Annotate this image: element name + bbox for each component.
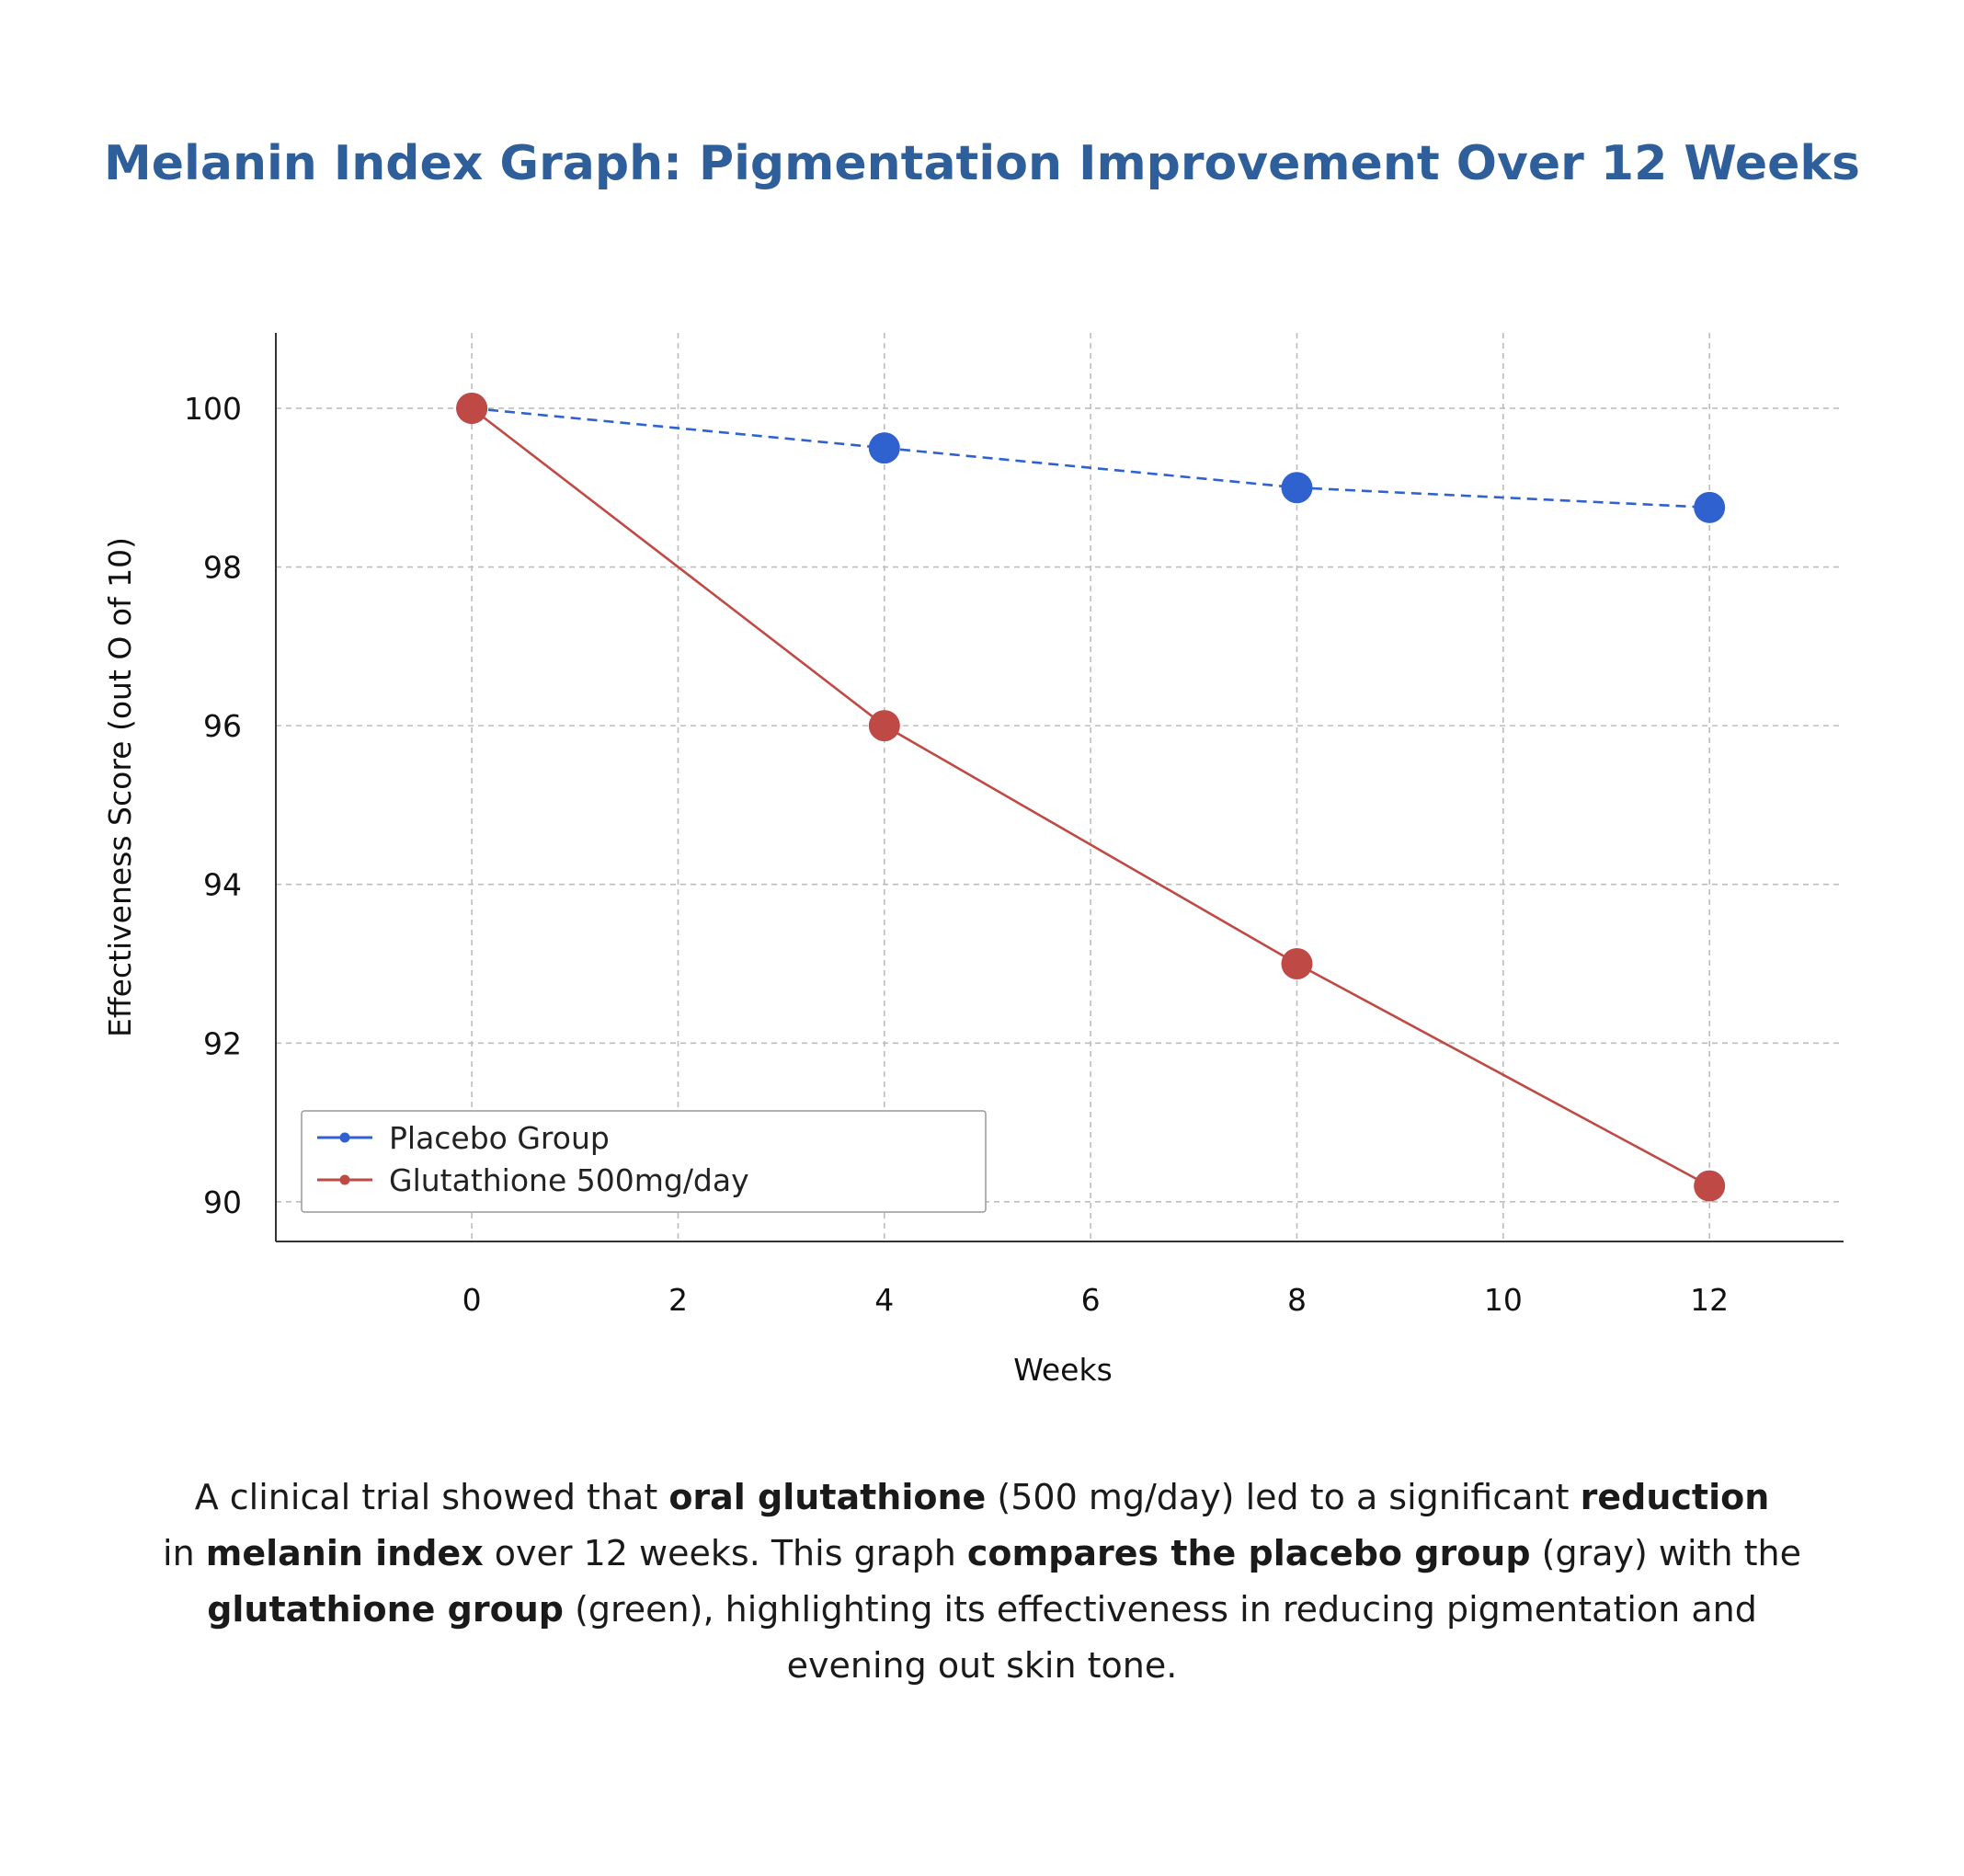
- caption-text: over 12 weeks. This graph: [483, 1533, 967, 1573]
- y-axis-label: Effectiveness Score (out O of 10): [102, 537, 138, 1037]
- caption-line-4: evening out skin tone.: [156, 1638, 1808, 1694]
- axes: [275, 333, 1844, 1242]
- legend-marker: [339, 1174, 350, 1185]
- data-point-glutathione: [456, 392, 488, 424]
- x-tick-label: 2: [668, 1282, 688, 1318]
- legend: Placebo Group Glutathione 500mg/day: [301, 1110, 987, 1213]
- series-line-glutathione: [471, 406, 1710, 1187]
- y-tick-label: 90: [203, 1184, 242, 1220]
- y-tick-labels: 90 92 94 96 98 100: [184, 391, 242, 1220]
- y-tick-label: 94: [203, 867, 242, 903]
- legend-marker: [339, 1132, 350, 1143]
- legend-label: Glutathione 500mg/day: [389, 1162, 749, 1198]
- caption-text: (500 mg/day) led to a significant: [986, 1477, 1581, 1517]
- x-tick-label: 12: [1690, 1282, 1729, 1318]
- y-tick-label: 92: [203, 1025, 242, 1061]
- y-tick-label: 96: [203, 708, 242, 744]
- x-tick-labels: 0 2 4 6 8 10 12: [462, 1282, 1730, 1318]
- caption-text: (gray) with the: [1530, 1533, 1801, 1573]
- grid-lines: [276, 333, 1844, 1241]
- x-tick-label: 10: [1484, 1282, 1523, 1318]
- y-tick-label: 98: [203, 550, 242, 586]
- caption-bold-text: glutathione group: [207, 1589, 564, 1630]
- legend-box: [301, 1110, 987, 1213]
- data-point-glutathione: [868, 710, 900, 742]
- data-point-placebo: [868, 432, 900, 464]
- chart-title: Melanin Index Graph: Pigmentation Improv…: [104, 136, 1860, 191]
- caption-text: in: [163, 1533, 206, 1573]
- x-tick-label: 6: [1081, 1282, 1101, 1318]
- caption-text: (green), highlighting its effectiveness …: [563, 1589, 1757, 1630]
- y-tick-label: 100: [184, 391, 242, 427]
- line-chart: 90 92 94 96 98 100 0 2 4 6 8 10 12 Weeks Effectiven…: [102, 333, 1844, 1388]
- x-tick-label: 4: [874, 1282, 894, 1318]
- x-axis-label: Weeks: [1013, 1352, 1113, 1388]
- caption-bold-text: oral glutathione: [668, 1477, 987, 1517]
- data-point-placebo: [1281, 472, 1313, 504]
- x-tick-label: 8: [1287, 1282, 1307, 1318]
- data-point-glutathione: [1281, 947, 1313, 979]
- legend-label: Placebo Group: [389, 1120, 610, 1156]
- x-tick-label: 0: [462, 1282, 482, 1318]
- caption-bold-text: compares the placebo group: [966, 1533, 1531, 1573]
- data-point-placebo: [1694, 491, 1726, 523]
- caption-text: evening out skin tone.: [786, 1645, 1178, 1686]
- caption-bold-text: reduction: [1580, 1477, 1770, 1517]
- series-line-placebo: [472, 406, 1710, 509]
- caption-line-1: A clinical trial showed that oral glutat…: [156, 1470, 1808, 1526]
- caption-bold-text: melanin index: [205, 1533, 484, 1573]
- caption-line-2: in melanin index over 12 weeks. This gra…: [156, 1526, 1808, 1582]
- caption: A clinical trial showed that oral glutat…: [156, 1470, 1808, 1694]
- caption-text: A clinical trial showed that: [194, 1477, 669, 1517]
- series-lines: [456, 392, 1726, 1202]
- data-point-glutathione: [1694, 1170, 1726, 1202]
- caption-line-3: glutathione group (green), highlighting …: [156, 1582, 1808, 1638]
